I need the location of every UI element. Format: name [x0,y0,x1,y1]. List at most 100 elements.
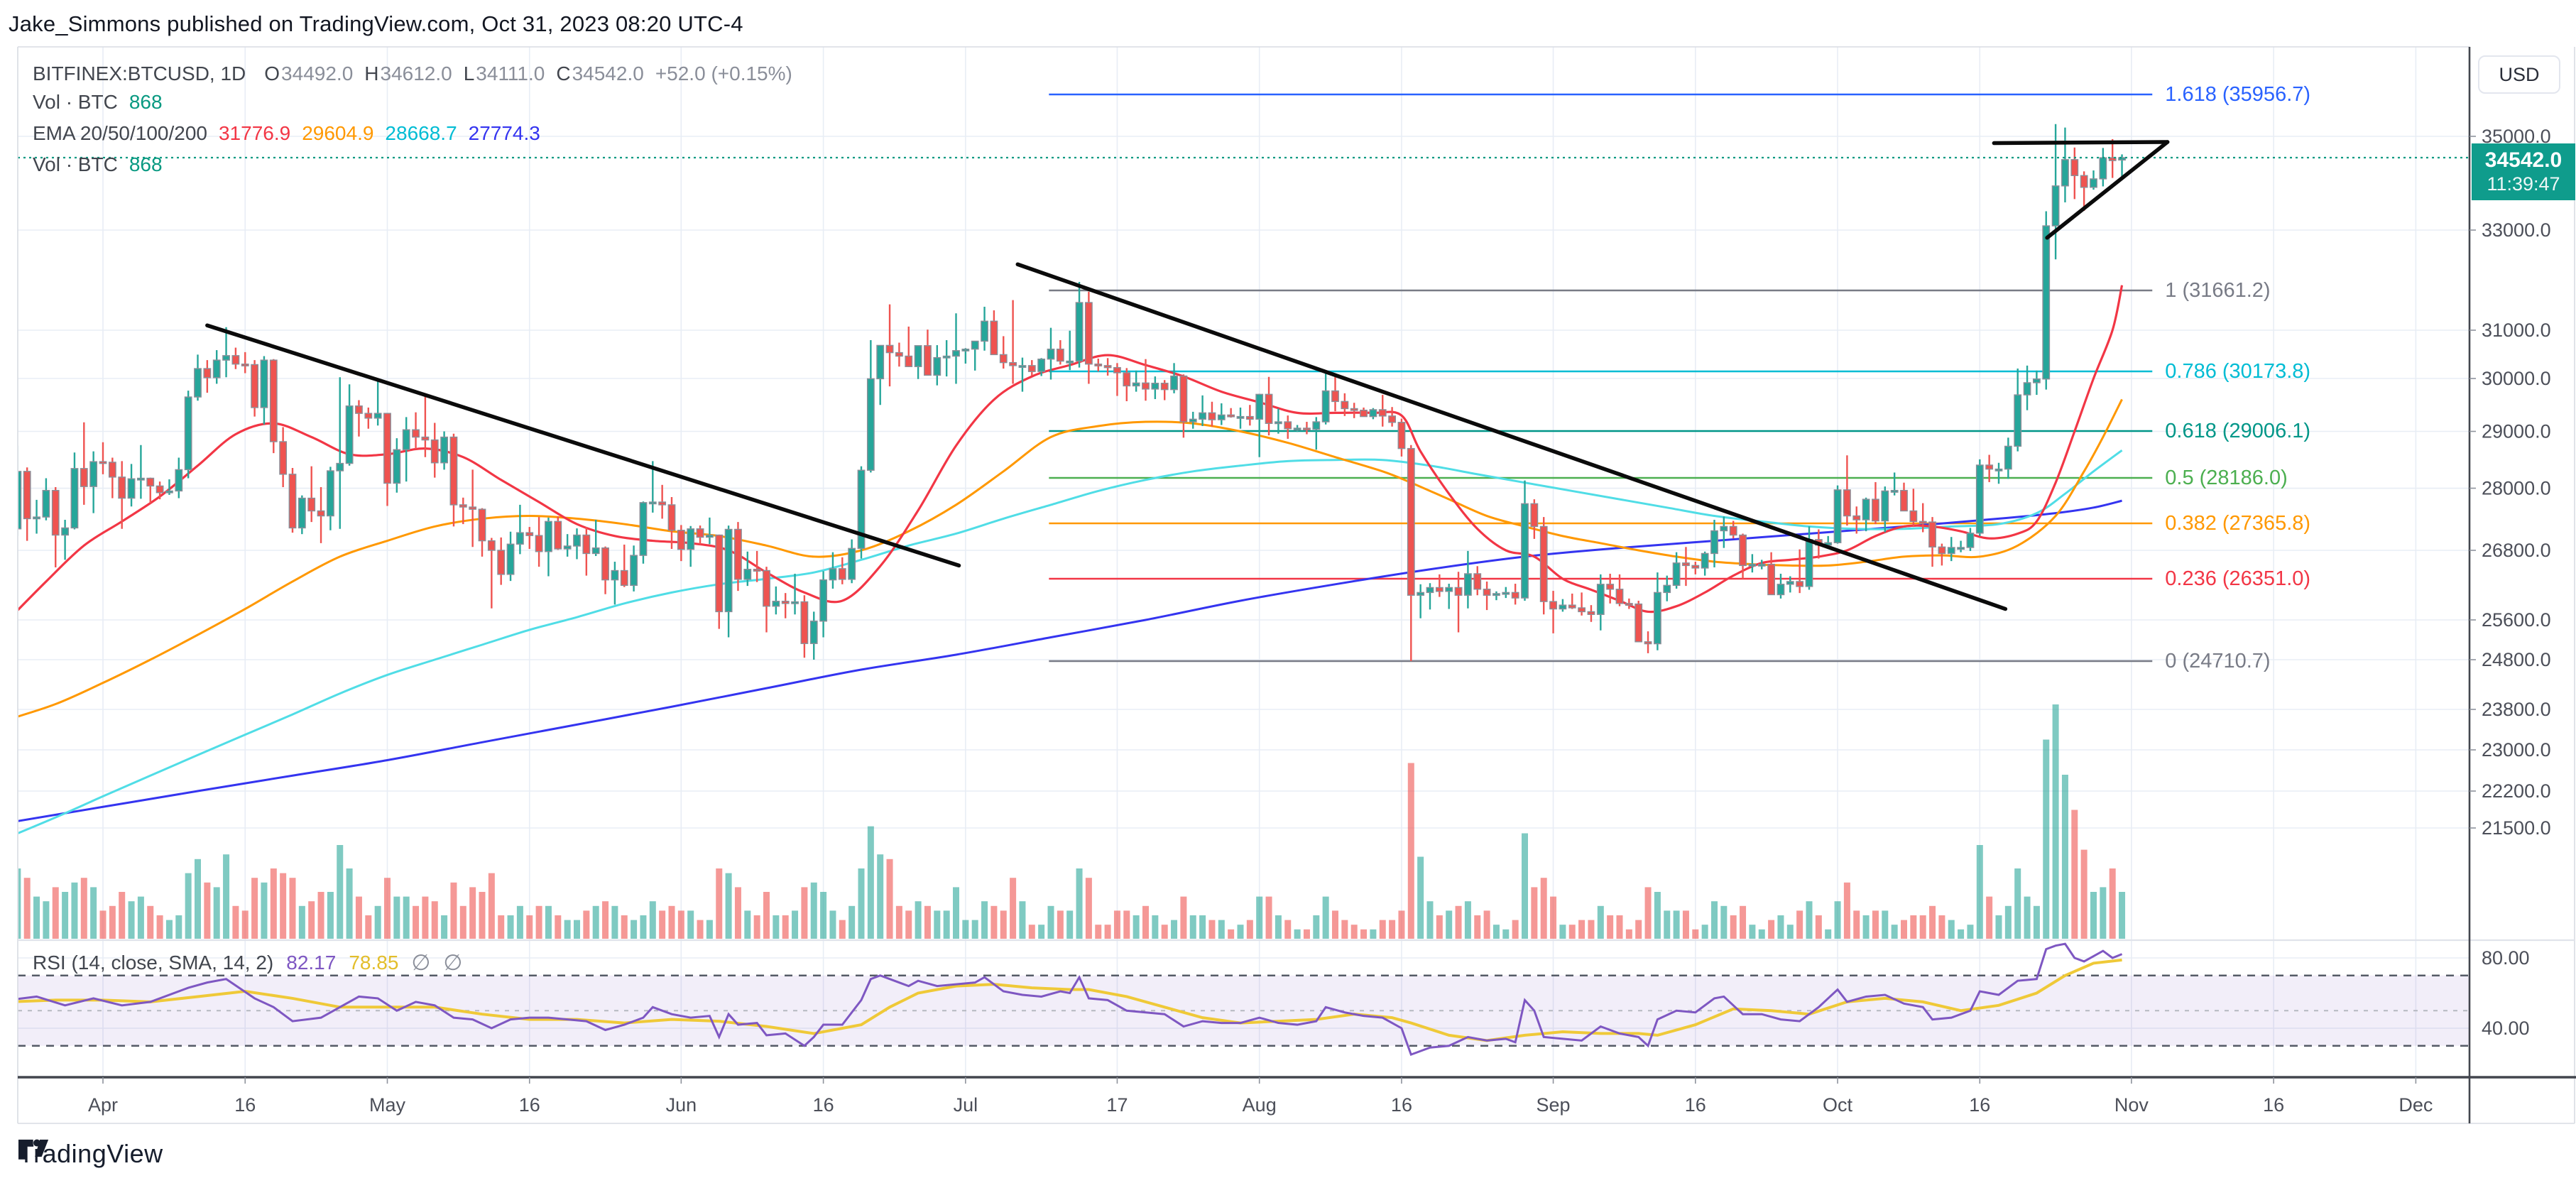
candle[interactable] [933,345,942,386]
candle[interactable] [1511,584,1519,605]
candle[interactable] [781,593,790,618]
candle[interactable] [905,326,913,367]
candle[interactable] [212,350,221,384]
candle[interactable] [1663,575,1671,601]
candle[interactable] [1142,359,1150,401]
candle[interactable] [1502,587,1510,599]
candle[interactable] [33,499,40,534]
candle[interactable] [1521,480,1529,601]
candle[interactable] [1729,521,1737,539]
candle[interactable] [175,457,183,498]
candle[interactable] [630,545,638,592]
candle[interactable] [1227,408,1235,418]
candle[interactable] [279,427,288,487]
candle[interactable] [573,528,581,560]
candle[interactable] [373,380,382,426]
candle[interactable] [1037,358,1046,376]
candle[interactable] [1483,581,1491,611]
candle[interactable] [1975,459,1984,536]
candle[interactable] [1653,572,1661,650]
candle[interactable] [1056,340,1064,365]
candle[interactable] [1682,547,1690,587]
candle[interactable] [1321,371,1330,425]
candle[interactable] [1720,516,1728,548]
candle[interactable] [819,571,828,638]
candle[interactable] [1777,573,1785,599]
candle[interactable] [1075,282,1084,368]
candle[interactable] [2051,124,2060,260]
candle[interactable] [506,531,515,582]
candle[interactable] [1199,395,1207,427]
candle[interactable] [1284,415,1292,439]
candle[interactable] [1066,330,1074,371]
candle[interactable] [1559,599,1567,612]
candle[interactable] [763,567,770,633]
ema-lines[interactable] [9,285,2124,837]
candle[interactable] [1407,445,1415,662]
candle[interactable] [715,534,724,629]
candle[interactable] [1748,554,1757,573]
candle[interactable] [184,391,192,479]
candle[interactable] [1796,549,1804,594]
candle[interactable] [2070,147,2079,200]
candle[interactable] [1710,519,1718,568]
candle[interactable] [857,466,866,559]
candle[interactable] [924,329,932,376]
candle[interactable] [1426,583,1434,610]
candle[interactable] [1985,454,1994,482]
fibonacci-retracement-lines[interactable] [1049,93,2153,663]
candle[interactable] [2014,369,2022,452]
candle[interactable] [402,417,410,482]
candle[interactable] [440,431,449,470]
candle[interactable] [1568,593,1576,609]
candle[interactable] [1625,598,1633,609]
candle[interactable] [1245,405,1254,426]
candle[interactable] [1587,605,1595,622]
candle[interactable] [99,442,107,474]
candle[interactable] [336,377,344,529]
currency-unit-button[interactable]: USD [2478,55,2560,94]
candle[interactable] [772,586,780,615]
candle[interactable] [1094,359,1103,372]
candle[interactable] [1123,368,1131,402]
candle[interactable] [809,611,818,660]
candle[interactable] [1463,550,1472,609]
volume-legend-row[interactable]: Vol · BTC 868 [33,91,163,114]
candle[interactable] [563,534,572,557]
candle[interactable] [42,478,50,521]
candle[interactable] [1179,374,1188,438]
candle[interactable] [430,423,439,478]
candle[interactable] [2090,170,2097,190]
candle[interactable] [1890,472,1899,496]
candle[interactable] [1947,537,1955,562]
time-axis[interactable]: Apr 16 May 16 Jun 16 Jul 17 Aug 16 Sep 16 Oct 16 Nov 16… [88,1077,2433,1116]
candle[interactable] [961,348,970,364]
candle[interactable] [1615,574,1624,606]
candle[interactable] [1994,462,2003,484]
candle[interactable] [194,354,202,401]
rsi-legend-row[interactable]: RSI (14, close, SMA, 14, 2) 82.17 78.85 … [33,950,462,976]
candle[interactable] [1701,551,1709,576]
candle[interactable] [1236,407,1245,429]
candle[interactable] [1691,562,1700,574]
candle[interactable] [525,527,534,549]
candle[interactable] [345,384,354,466]
candle[interactable] [1369,408,1377,420]
candle[interactable] [288,467,297,533]
candle[interactable] [895,342,903,367]
candle[interactable] [1852,506,1861,534]
candle[interactable] [1303,422,1311,435]
candle[interactable] [327,467,334,530]
candle[interactable] [317,486,325,543]
candle[interactable] [1113,363,1121,396]
candle[interactable] [412,412,420,449]
candle[interactable] [1767,552,1775,596]
candle[interactable] [165,479,173,495]
candle[interactable] [800,595,809,658]
candle[interactable] [1388,407,1397,427]
candle[interactable] [1833,485,1842,544]
candle[interactable] [554,516,562,550]
candle[interactable] [1900,482,1908,512]
candle[interactable] [545,517,552,577]
candle[interactable] [1928,517,1936,567]
